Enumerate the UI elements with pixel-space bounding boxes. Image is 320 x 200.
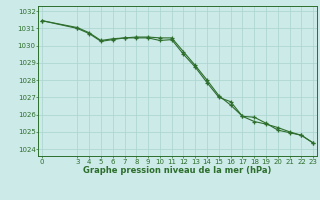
- X-axis label: Graphe pression niveau de la mer (hPa): Graphe pression niveau de la mer (hPa): [84, 166, 272, 175]
